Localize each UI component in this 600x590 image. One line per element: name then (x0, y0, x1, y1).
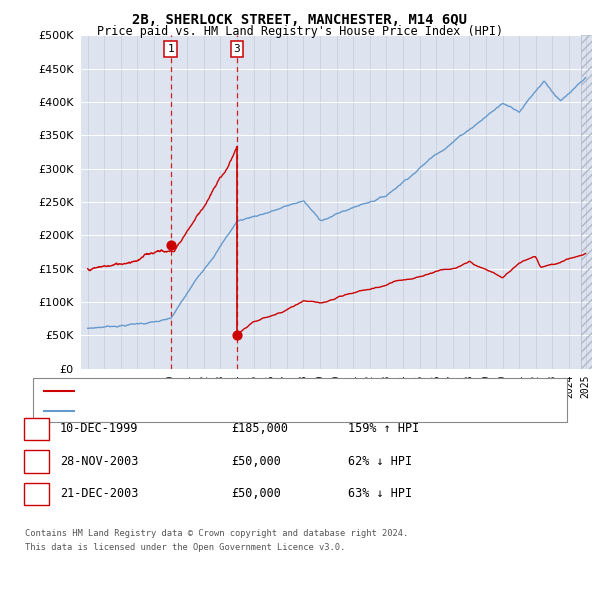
Point (166, 241, 175, 250)
Text: 2: 2 (33, 455, 40, 468)
Text: 2B, SHERLOCK STREET, MANCHESTER, M14 6QU (detached house): 2B, SHERLOCK STREET, MANCHESTER, M14 6QU… (80, 386, 422, 396)
Text: 3: 3 (33, 487, 40, 500)
Text: 159% ↑ HPI: 159% ↑ HPI (348, 422, 419, 435)
Text: 63% ↓ HPI: 63% ↓ HPI (348, 487, 412, 500)
Text: Contains HM Land Registry data © Crown copyright and database right 2024.: Contains HM Land Registry data © Crown c… (25, 529, 409, 538)
Text: 21-DEC-2003: 21-DEC-2003 (60, 487, 139, 500)
Text: 10-DEC-1999: 10-DEC-1999 (60, 422, 139, 435)
Text: 1: 1 (167, 44, 174, 54)
Text: £185,000: £185,000 (231, 422, 288, 435)
Text: HPI: Average price, detached house, Manchester: HPI: Average price, detached house, Manc… (80, 406, 356, 416)
Point (232, 330, 242, 340)
Text: Price paid vs. HM Land Registry's House Price Index (HPI): Price paid vs. HM Land Registry's House … (97, 25, 503, 38)
Text: 28-NOV-2003: 28-NOV-2003 (60, 455, 139, 468)
Text: 3: 3 (233, 44, 241, 54)
Text: 62% ↓ HPI: 62% ↓ HPI (348, 455, 412, 468)
Text: 2B, SHERLOCK STREET, MANCHESTER, M14 6QU: 2B, SHERLOCK STREET, MANCHESTER, M14 6QU (133, 13, 467, 27)
Text: £50,000: £50,000 (231, 487, 281, 500)
Text: £50,000: £50,000 (231, 455, 281, 468)
Text: This data is licensed under the Open Government Licence v3.0.: This data is licensed under the Open Gov… (25, 543, 346, 552)
Text: 1: 1 (33, 422, 40, 435)
